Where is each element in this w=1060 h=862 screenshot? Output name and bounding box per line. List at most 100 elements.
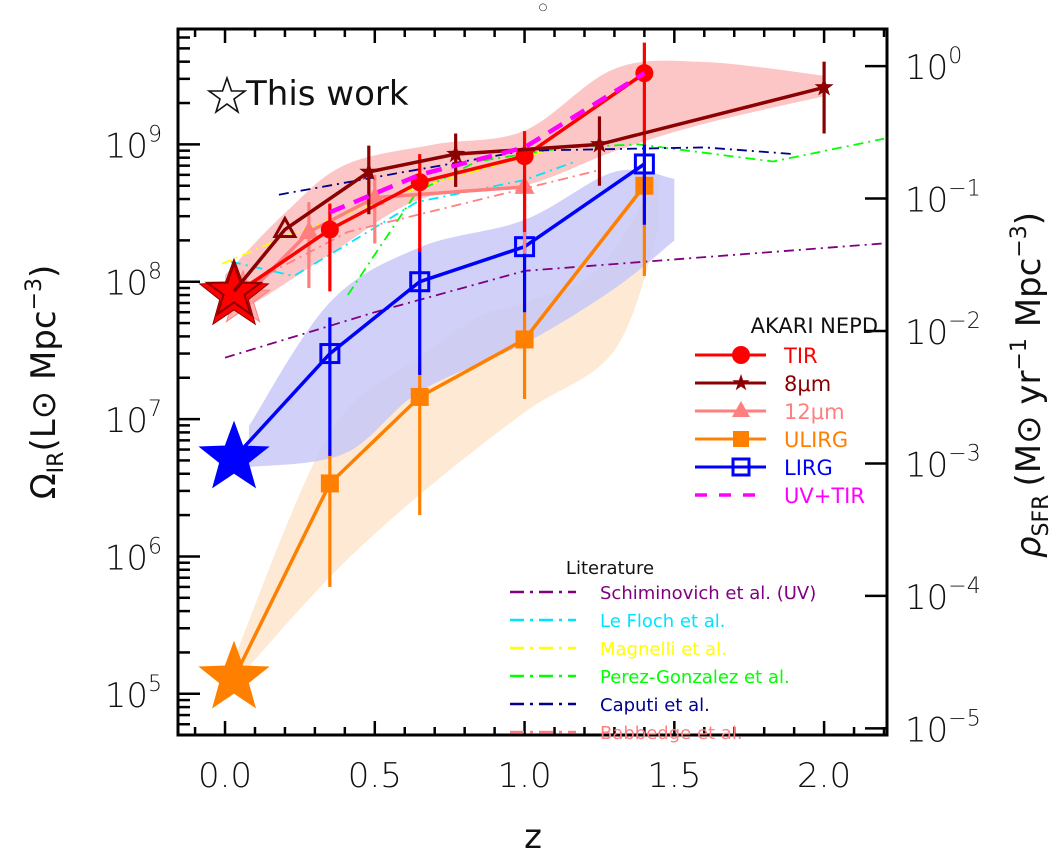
top-glyph: ○ [539, 2, 548, 13]
legend-label: LIRG [784, 456, 833, 480]
y2-title-mid: Mpc [1009, 258, 1049, 338]
x-axis-title: z [524, 817, 542, 857]
literature-item-babbedge-et-al-: Babbedge et al. [510, 723, 743, 744]
x-tick-label: 1.5 [647, 756, 701, 796]
y-tick-base: 10 [105, 676, 148, 716]
legend-title: AKARI NEPD [751, 314, 878, 338]
y2-tick-exp: −5 [948, 706, 980, 731]
axes: 0.0 0.5 1.0 1.5 2.010510610710810910−510−410… [105, 27, 981, 796]
data-point [359, 161, 379, 180]
series-lines [198, 42, 834, 709]
open-triangle-marker [272, 215, 298, 239]
literature-legend-label: Magnelli et al. [600, 639, 727, 660]
y-tick-label: 109 [105, 122, 162, 166]
y-title-close: ) [24, 265, 64, 278]
y-tick-base: 10 [105, 126, 148, 166]
series-8-m [204, 61, 834, 317]
y-tick-base: 10 [105, 401, 148, 441]
series-line-8-m [232, 85, 825, 293]
y2-title-symbol: ρ [1009, 536, 1049, 558]
data-point [515, 147, 534, 166]
data-point [320, 220, 339, 239]
svg-text:ρSFR(M⊙ yr−1 Mpc−3): ρSFR (M⊙ yr−1 Mpc−3) [1007, 212, 1054, 558]
legend-label: ULIRG [784, 428, 848, 452]
legend-item-uv-tir: UV+TIR [695, 484, 865, 508]
y-tick-exp: 9 [148, 122, 162, 147]
y2-tick-label: 10−3 [905, 441, 981, 485]
open-star-icon [206, 75, 248, 115]
literature-line-perez-gonzalez-et-al- [347, 137, 885, 296]
star-marker [198, 420, 270, 489]
star-marker [198, 640, 270, 709]
literature-line-schiminovich-et-al-uv- [224, 242, 885, 359]
plot-frame [176, 27, 889, 737]
data-point [589, 134, 609, 153]
y2-tick-base: 10 [905, 578, 948, 618]
y-tick-base: 10 [105, 264, 148, 304]
legend-label: 12μm [784, 400, 845, 424]
data-point [320, 474, 339, 493]
y2-tick-exp: 0 [948, 44, 962, 69]
y2-tick-base: 10 [905, 48, 948, 88]
series-lirg [198, 144, 655, 489]
data-point [409, 271, 431, 293]
legend-item-12-m: 12μm [695, 400, 845, 424]
svg-text:ΩIR(L⊙ Mpc−3): ΩIR(L⊙ Mpc−3) [22, 265, 69, 500]
y2-title-sub: SFR [1029, 495, 1054, 537]
legend-item-tir: TIR [695, 344, 818, 368]
legend-marker [731, 457, 751, 477]
y-tick-exp: 6 [148, 534, 162, 559]
y2-tick-label: 10−2 [905, 309, 981, 353]
legend-item-lirg: LIRG [695, 456, 833, 480]
y2-tick-label: 10−4 [905, 574, 981, 618]
legend-marker [733, 431, 749, 447]
y2-tick-base: 10 [905, 710, 948, 750]
y2-title-exp2: −3 [1007, 225, 1032, 257]
literature-legend-label: Babbedge et al. [600, 723, 743, 744]
literature-legend-label: Le Floch et al. [600, 611, 726, 632]
x-tick-label: 0.0 [198, 756, 252, 796]
x-tick-label: 2.0 [797, 756, 851, 796]
y2-axis-title: ρSFR (M⊙ yr−1 Mpc−3) [1007, 212, 1054, 558]
y-title-exp: −3 [22, 278, 47, 310]
y2-title-close: ) [1009, 212, 1049, 225]
literature-item-perez-gonzalez-et-al-: Perez-Gonzalez et al. [510, 667, 790, 688]
annotation-text: This work [245, 74, 409, 114]
star-marker [204, 260, 264, 317]
y-tick-label: 106 [105, 534, 162, 578]
legend-item-8-m: 8μm [695, 372, 831, 396]
y2-tick-base: 10 [905, 313, 948, 353]
y2-tick-base: 10 [905, 445, 948, 485]
y2-tick-base: 10 [905, 181, 948, 221]
literature-item-le-floch-et-al-: Le Floch et al. [510, 611, 726, 632]
data-point [633, 153, 655, 175]
series-ulirg [198, 171, 654, 709]
data-point [410, 387, 429, 406]
y-tick-label: 108 [105, 260, 162, 304]
data-point [298, 221, 319, 240]
data-point [446, 144, 466, 163]
y-tick-exp: 7 [148, 397, 162, 422]
y-title-unit: (L⊙ Mpc [24, 310, 64, 451]
literature-line-le-floch-et-al- [230, 160, 576, 277]
y-tick-label: 105 [105, 672, 162, 716]
y2-tick-exp: −2 [948, 309, 980, 334]
legend-label: 8μm [784, 372, 831, 396]
y-tick-exp: 5 [148, 672, 162, 697]
y2-title-unit: (M⊙ yr [1009, 371, 1049, 487]
x-tick-label: 0.5 [348, 756, 402, 796]
literature-legend-label: Schiminovich et al. (UV) [600, 583, 816, 604]
y-tick-exp: 8 [148, 260, 162, 285]
x-tick-label: 1.0 [498, 756, 552, 796]
y2-tick-exp: −1 [948, 177, 980, 202]
literature-item-caputi-et-al-: Caputi et al. [510, 695, 710, 716]
y2-tick-label: 10−5 [905, 706, 981, 750]
y-tick-base: 10 [105, 538, 148, 578]
data-point [319, 343, 341, 365]
y2-tick-label: 100 [905, 44, 962, 88]
data-point [814, 77, 834, 96]
literature-legend-label: Caputi et al. [600, 695, 710, 716]
y-title-symbol: Ω [24, 473, 64, 499]
y2-title-exp1: −1 [1007, 338, 1032, 370]
